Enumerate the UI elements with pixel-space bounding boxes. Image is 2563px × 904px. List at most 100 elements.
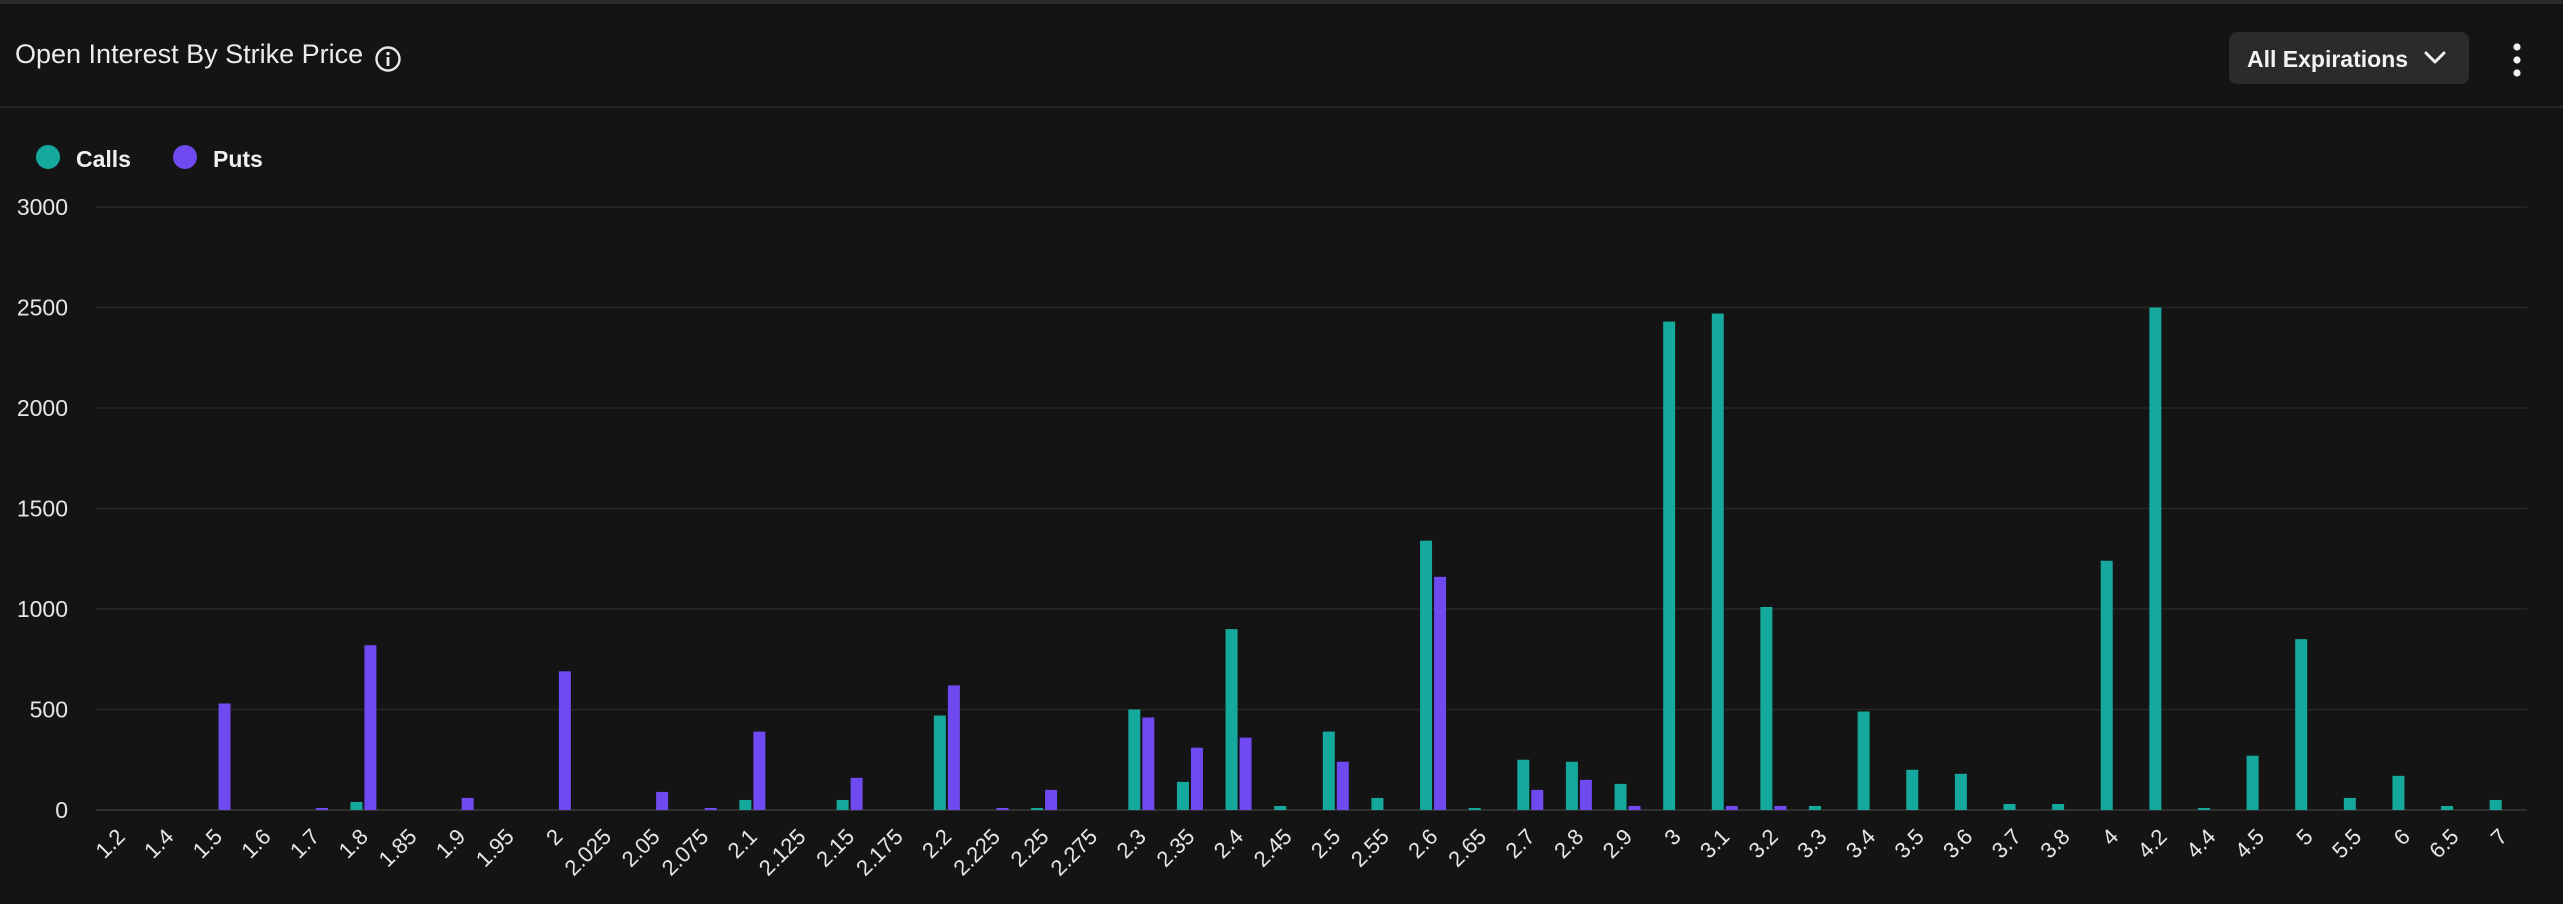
y-tick-label: 3000	[17, 194, 68, 220]
bar-calls-3.3[interactable]	[1809, 805, 1822, 810]
legend-swatch-calls	[36, 145, 60, 169]
x-tick-label: 1.85	[374, 824, 422, 872]
x-tick-label: 1.8	[334, 824, 373, 863]
x-tick-label: 3.6	[1938, 824, 1977, 863]
bar-puts-2.35[interactable]	[1190, 747, 1203, 810]
x-tick-label: 3.8	[2035, 824, 2074, 863]
bar-calls-2.7[interactable]	[1517, 759, 1530, 810]
bar-calls-2.35[interactable]	[1176, 781, 1189, 810]
y-tick-label: 2000	[17, 395, 68, 421]
bar-puts-2.25[interactable]	[1045, 789, 1058, 810]
bar-puts-2.075[interactable]	[704, 807, 717, 810]
x-tick-label: 3.3	[1792, 824, 1831, 863]
legend-label-puts: Puts	[213, 146, 263, 172]
bar-calls-2.15[interactable]	[836, 799, 849, 810]
bar-puts-2.3[interactable]	[1142, 717, 1155, 810]
x-tick-label: 2.35	[1152, 824, 1200, 872]
bar-puts-2.9[interactable]	[1628, 805, 1641, 810]
bar-puts-2.05[interactable]	[656, 791, 669, 810]
x-tick-label: 1.95	[471, 824, 519, 872]
kebab-menu-icon[interactable]	[2506, 40, 2528, 80]
x-tick-label: 2.275	[1046, 824, 1103, 881]
bar-puts-3.1[interactable]	[1725, 805, 1738, 810]
bar-calls-2.25[interactable]	[1031, 807, 1044, 810]
bar-calls-1.8[interactable]	[350, 801, 363, 810]
x-tick-label: 2.2	[917, 824, 956, 863]
x-tick-label: 3	[1659, 824, 1685, 850]
bar-puts-2.6[interactable]	[1434, 576, 1447, 810]
x-tick-label: 7	[2486, 824, 2512, 850]
x-tick-label: 4.5	[2230, 824, 2269, 863]
x-tick-label: 3.1	[1695, 824, 1734, 863]
bar-puts-1.5[interactable]	[218, 703, 231, 810]
bar-calls-3.2[interactable]	[1760, 606, 1773, 810]
info-icon[interactable]	[374, 45, 402, 73]
bar-puts-2.7[interactable]	[1531, 789, 1544, 810]
x-tick-label: 1.6	[236, 824, 275, 863]
x-tick-label: 2.225	[948, 824, 1005, 881]
x-tick-label: 2.175	[851, 824, 908, 881]
x-tick-label: 5	[2291, 824, 2317, 850]
bar-calls-2.65[interactable]	[1468, 807, 1481, 810]
x-tick-label: 2.6	[1403, 824, 1442, 863]
bar-calls-4[interactable]	[2100, 560, 2113, 810]
bar-calls-2.55[interactable]	[1371, 797, 1384, 810]
bar-calls-2.9[interactable]	[1614, 783, 1627, 810]
y-tick-label: 0	[55, 797, 68, 823]
bar-calls-2.8[interactable]	[1565, 761, 1578, 810]
bar-puts-2.15[interactable]	[850, 777, 863, 810]
bar-calls-3.7[interactable]	[2003, 803, 2016, 810]
bar-calls-2.3[interactable]	[1128, 709, 1141, 811]
bar-puts-2.2[interactable]	[947, 685, 960, 810]
bar-calls-3[interactable]	[1663, 321, 1676, 810]
x-tick-label: 2.65	[1443, 824, 1491, 872]
bar-calls-7[interactable]	[2489, 799, 2502, 810]
bar-calls-2.4[interactable]	[1225, 629, 1238, 810]
x-tick-label: 2.4	[1209, 824, 1248, 863]
x-tick-label: 2.9	[1598, 824, 1637, 863]
bar-puts-3.2[interactable]	[1774, 805, 1787, 810]
x-tick-label: 3.2	[1744, 824, 1783, 863]
expiration-dropdown-label: All Expirations	[2247, 46, 2409, 72]
bar-calls-2.1[interactable]	[739, 799, 752, 810]
bar-puts-2.225[interactable]	[996, 807, 1009, 810]
bar-calls-3.8[interactable]	[2052, 803, 2065, 810]
bar-calls-2.5[interactable]	[1322, 731, 1335, 810]
bar-puts-1.7[interactable]	[315, 807, 328, 810]
bar-calls-4.4[interactable]	[2197, 807, 2210, 810]
bar-puts-2.4[interactable]	[1239, 737, 1252, 810]
legend-swatch-puts	[173, 145, 197, 169]
x-tick-label: 3.5	[1889, 824, 1928, 863]
bar-calls-3.4[interactable]	[1857, 711, 1870, 810]
x-tick-label: 1.2	[91, 824, 130, 863]
bar-calls-2.45[interactable]	[1274, 805, 1287, 810]
y-tick-label: 500	[30, 697, 68, 723]
bar-puts-1.9[interactable]	[461, 797, 474, 810]
bar-calls-2.2[interactable]	[933, 715, 946, 810]
x-tick-label: 2.55	[1346, 824, 1394, 872]
bar-calls-4.5[interactable]	[2246, 755, 2259, 810]
x-tick-label: 5.5	[2327, 824, 2366, 863]
x-tick-label: 1.9	[431, 824, 470, 863]
bar-calls-2.6[interactable]	[1420, 540, 1433, 810]
bar-puts-1.8[interactable]	[364, 645, 377, 810]
bar-calls-5.5[interactable]	[2343, 797, 2356, 810]
x-tick-label: 4.2	[2133, 824, 2172, 863]
bar-puts-2[interactable]	[558, 671, 571, 810]
bar-puts-2.5[interactable]	[1336, 761, 1349, 810]
x-tick-label: 2.5	[1306, 824, 1345, 863]
bar-calls-3.5[interactable]	[1906, 769, 1919, 810]
bar-calls-3.1[interactable]	[1711, 313, 1724, 810]
bar-calls-4.2[interactable]	[2149, 307, 2162, 811]
x-tick-label: 4.4	[2181, 824, 2220, 863]
x-tick-label: 3.7	[1987, 824, 2026, 863]
bar-calls-5[interactable]	[2295, 639, 2308, 810]
x-tick-label: 4	[2097, 824, 2123, 850]
bar-puts-2.8[interactable]	[1579, 779, 1592, 810]
bar-puts-2.1[interactable]	[753, 731, 766, 810]
bar-calls-6.5[interactable]	[2441, 805, 2454, 810]
expiration-dropdown[interactable]: All Expirations	[2229, 32, 2469, 84]
bar-calls-6[interactable]	[2392, 775, 2405, 810]
legend-label-calls: Calls	[76, 146, 131, 172]
bar-calls-3.6[interactable]	[1954, 773, 1967, 810]
